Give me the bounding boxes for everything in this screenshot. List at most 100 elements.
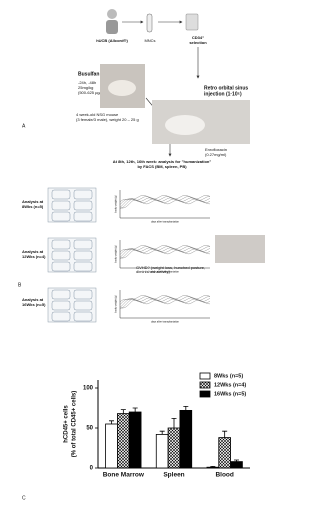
- group-title: Analysis at: [22, 297, 44, 302]
- cage: [51, 261, 71, 272]
- icon: [106, 20, 118, 34]
- bar: [230, 461, 243, 469]
- panel-label: A: [22, 123, 26, 129]
- plot-trace: [119, 248, 211, 259]
- icon: [107, 9, 117, 19]
- legend-swatch: [199, 372, 211, 380]
- mouse-label: 4 week-old NSG mouse: [76, 112, 119, 117]
- plot-y-label: body weight (g): [115, 295, 118, 312]
- cage: [51, 250, 71, 261]
- gvhd-note: diminished activity): [136, 269, 170, 274]
- plot-y-label: body weight (g): [115, 245, 118, 262]
- plot-trace: [119, 298, 211, 309]
- group-subtitle: 16Wks (n=5): [22, 302, 46, 307]
- cage: [73, 261, 93, 272]
- y-axis-label: (% of total CD45+ cells): [72, 391, 78, 458]
- photo-detail: [165, 115, 205, 135]
- cage: [51, 211, 71, 222]
- cage-grid: [47, 237, 97, 273]
- legend-swatch: [199, 381, 211, 389]
- error-bar: [183, 406, 189, 411]
- cage: [73, 239, 93, 250]
- mouse-label: (3 female/3 male), weight 20 – 25 g: [76, 117, 139, 122]
- plot-trace: [119, 198, 211, 209]
- error-bar: [222, 430, 228, 438]
- plot-trace: [119, 299, 211, 309]
- error-bar: [171, 418, 177, 428]
- y-axis-label: hCD45+ cells: [64, 405, 70, 443]
- panel-b: B Analysis at 8Wks (n=5) Analysis at 12W…: [18, 199, 265, 307]
- cage: [73, 189, 93, 200]
- dose-label: -24h, -48h: [78, 80, 96, 85]
- error-bar: [120, 409, 126, 414]
- plot-y-label: body weight (g): [115, 195, 118, 212]
- plot-x-label: days after transplantation: [151, 221, 180, 224]
- cage: [51, 311, 71, 322]
- cage: [51, 289, 71, 300]
- device: [185, 13, 199, 31]
- bar: [179, 409, 193, 469]
- error-bar: [233, 459, 239, 462]
- mncs-label: MNCs: [144, 38, 155, 43]
- plot-trace: [119, 297, 211, 308]
- legend-label: 12Wks (n=4): [214, 382, 246, 388]
- cage: [73, 300, 93, 311]
- error-bar: [132, 407, 138, 412]
- plot-trace: [119, 247, 211, 258]
- bar: [218, 437, 231, 469]
- cage: [73, 211, 93, 222]
- gvhd-note: GVHD? (weight loss, hunched posture,: [136, 265, 205, 270]
- plot-trace: [119, 295, 211, 302]
- y-tick-label: 50: [86, 426, 93, 432]
- panel-a: hUCB (Allcord®) MNCs CD34⁺ selection Bus…: [22, 9, 250, 169]
- dose-label: (500-625 µg/dose): [78, 90, 111, 95]
- cage-grid: [47, 287, 97, 323]
- y-tick-label: 0: [90, 466, 94, 472]
- cage: [73, 200, 93, 211]
- cage: [51, 189, 71, 200]
- injection-label: Retro orbital sinus: [204, 85, 248, 91]
- analysis-label: At 8th, 12th, 16th week: analysis for "h…: [113, 159, 212, 164]
- cage: [51, 300, 71, 311]
- injection-label: injection (1·10⁵): [204, 91, 242, 97]
- y-tick-label: 100: [83, 386, 94, 392]
- x-tick-label: Blood: [215, 472, 233, 479]
- error-bar: [210, 466, 216, 468]
- tube: [146, 13, 153, 33]
- plot-trace: [119, 197, 211, 208]
- photo: [215, 235, 265, 263]
- cage: [51, 200, 71, 211]
- antibiotic-label: (0.27mg/ml): [205, 152, 227, 157]
- bar: [206, 466, 220, 469]
- group-subtitle: 8Wks (n=5): [22, 204, 44, 209]
- bar: [117, 413, 130, 469]
- plot-x-label: days after transplantation: [151, 321, 180, 324]
- busulfan-label: Busulfan ip: [78, 71, 105, 77]
- legend-label: 16Wks (n=5): [214, 391, 246, 397]
- photo-detail: [108, 80, 136, 96]
- cage: [73, 250, 93, 261]
- legend-swatch: [199, 390, 211, 398]
- panel-label: C: [22, 495, 26, 501]
- dose-label: 25mg/kg: [78, 85, 93, 90]
- x-tick-label: Spleen: [163, 472, 184, 479]
- error-bar: [109, 420, 115, 424]
- plot-x-label: days after transplantation: [151, 271, 180, 274]
- cage: [51, 239, 71, 250]
- cage-grid: [47, 187, 97, 223]
- source-label: hUCB (Allcord®): [96, 38, 128, 43]
- group-subtitle: 12Wks (n=4): [22, 254, 46, 259]
- group-title: Analysis at: [22, 249, 44, 254]
- legend-label: 8Wks (n=5): [214, 373, 243, 379]
- cage: [73, 289, 93, 300]
- bar: [105, 423, 118, 469]
- antibiotic-label: Enrofloxacin: [205, 147, 227, 152]
- plot-trace: [119, 199, 211, 209]
- group-title: Analysis at: [22, 199, 44, 204]
- cage: [73, 311, 93, 322]
- selection-label: selection: [189, 40, 207, 45]
- bar: [167, 427, 181, 469]
- bar: [128, 411, 142, 469]
- panel-label: B: [18, 282, 22, 288]
- error-bar: [159, 430, 165, 435]
